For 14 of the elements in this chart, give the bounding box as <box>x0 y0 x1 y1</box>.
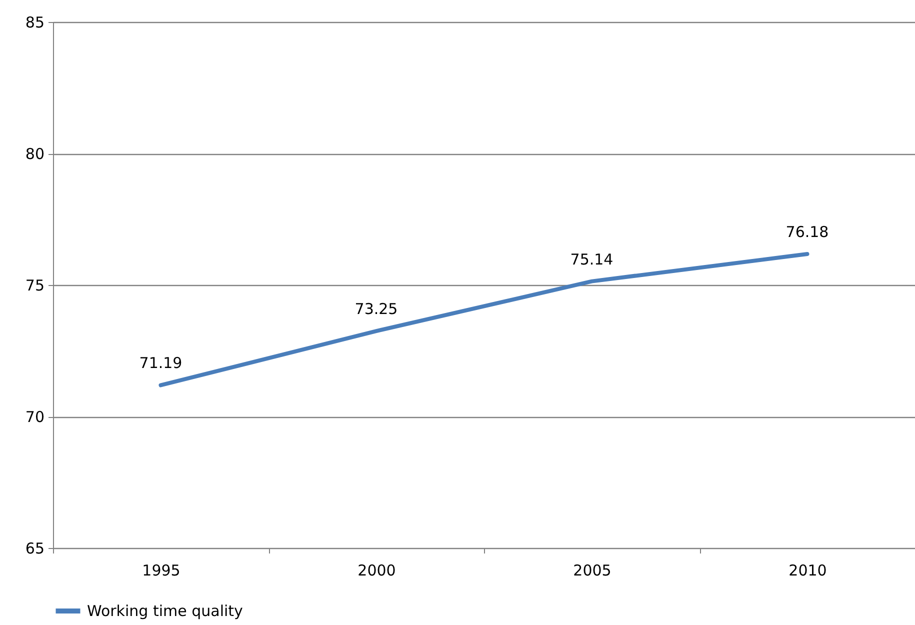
y-tick-label: 80 <box>25 145 44 163</box>
data-label: 73.25 <box>354 300 398 318</box>
data-label: 76.18 <box>786 222 829 241</box>
x-tick-label: 2000 <box>358 562 396 580</box>
y-tick-label: 75 <box>25 276 44 294</box>
y-tick-label: 85 <box>25 14 44 32</box>
x-tick-label: 1995 <box>142 562 180 580</box>
data-label: 75.14 <box>570 250 614 268</box>
data-label: 71.19 <box>139 354 182 372</box>
x-tick-label: 2005 <box>573 562 612 580</box>
y-tick-label: 70 <box>25 408 44 426</box>
x-tick-label: 2010 <box>788 562 827 580</box>
y-tick-label: 65 <box>25 540 44 558</box>
legend-label: Working time quality <box>87 602 244 620</box>
